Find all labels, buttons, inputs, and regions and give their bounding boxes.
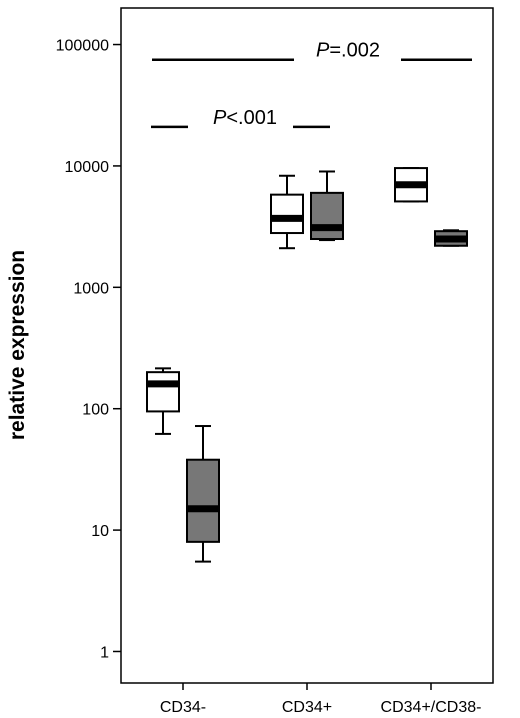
box-1-2 xyxy=(434,229,468,247)
box-body xyxy=(186,458,220,543)
x-tick-label-1: CD34+ xyxy=(282,699,332,716)
p-value-top-value: =.002 xyxy=(329,40,380,62)
box-0-0 xyxy=(146,367,180,435)
y-tick-label-5: 100000 xyxy=(56,38,109,55)
box-body xyxy=(270,193,304,235)
y-tick-label-1: 10 xyxy=(91,523,109,540)
y-tick-label-3: 1000 xyxy=(73,280,109,297)
box-0-1 xyxy=(270,174,304,250)
p-value-top: P=.002 xyxy=(316,40,380,62)
y-tick-label-4: 10000 xyxy=(65,159,110,176)
y-tick-label-2: 100 xyxy=(82,402,109,419)
x-axis: CD34- CD34+ CD34+/CD38- xyxy=(160,683,482,716)
p-value-mid: P<.001 xyxy=(213,107,277,129)
p-value-mid-value: <.001 xyxy=(226,107,277,129)
p-value-top-letter: P xyxy=(316,40,330,62)
y-axis: 1 10 100 1000 10000 100000 xyxy=(56,38,121,661)
box-1-1 xyxy=(310,170,344,242)
box-1-0 xyxy=(186,425,220,563)
y-tick-label-0: 1 xyxy=(100,644,109,661)
p-value-mid-letter: P xyxy=(213,107,227,129)
box-body xyxy=(310,191,344,241)
y-axis-label: relative expression xyxy=(6,250,29,440)
significance-annotations: P=.002 P<.001 xyxy=(151,40,472,129)
x-tick-label-0: CD34- xyxy=(160,699,206,716)
box-body xyxy=(146,371,180,413)
box-series xyxy=(146,167,468,563)
x-tick-label-2: CD34+/CD38- xyxy=(381,699,482,716)
box-0-2 xyxy=(394,167,428,203)
plot-frame xyxy=(120,7,494,684)
